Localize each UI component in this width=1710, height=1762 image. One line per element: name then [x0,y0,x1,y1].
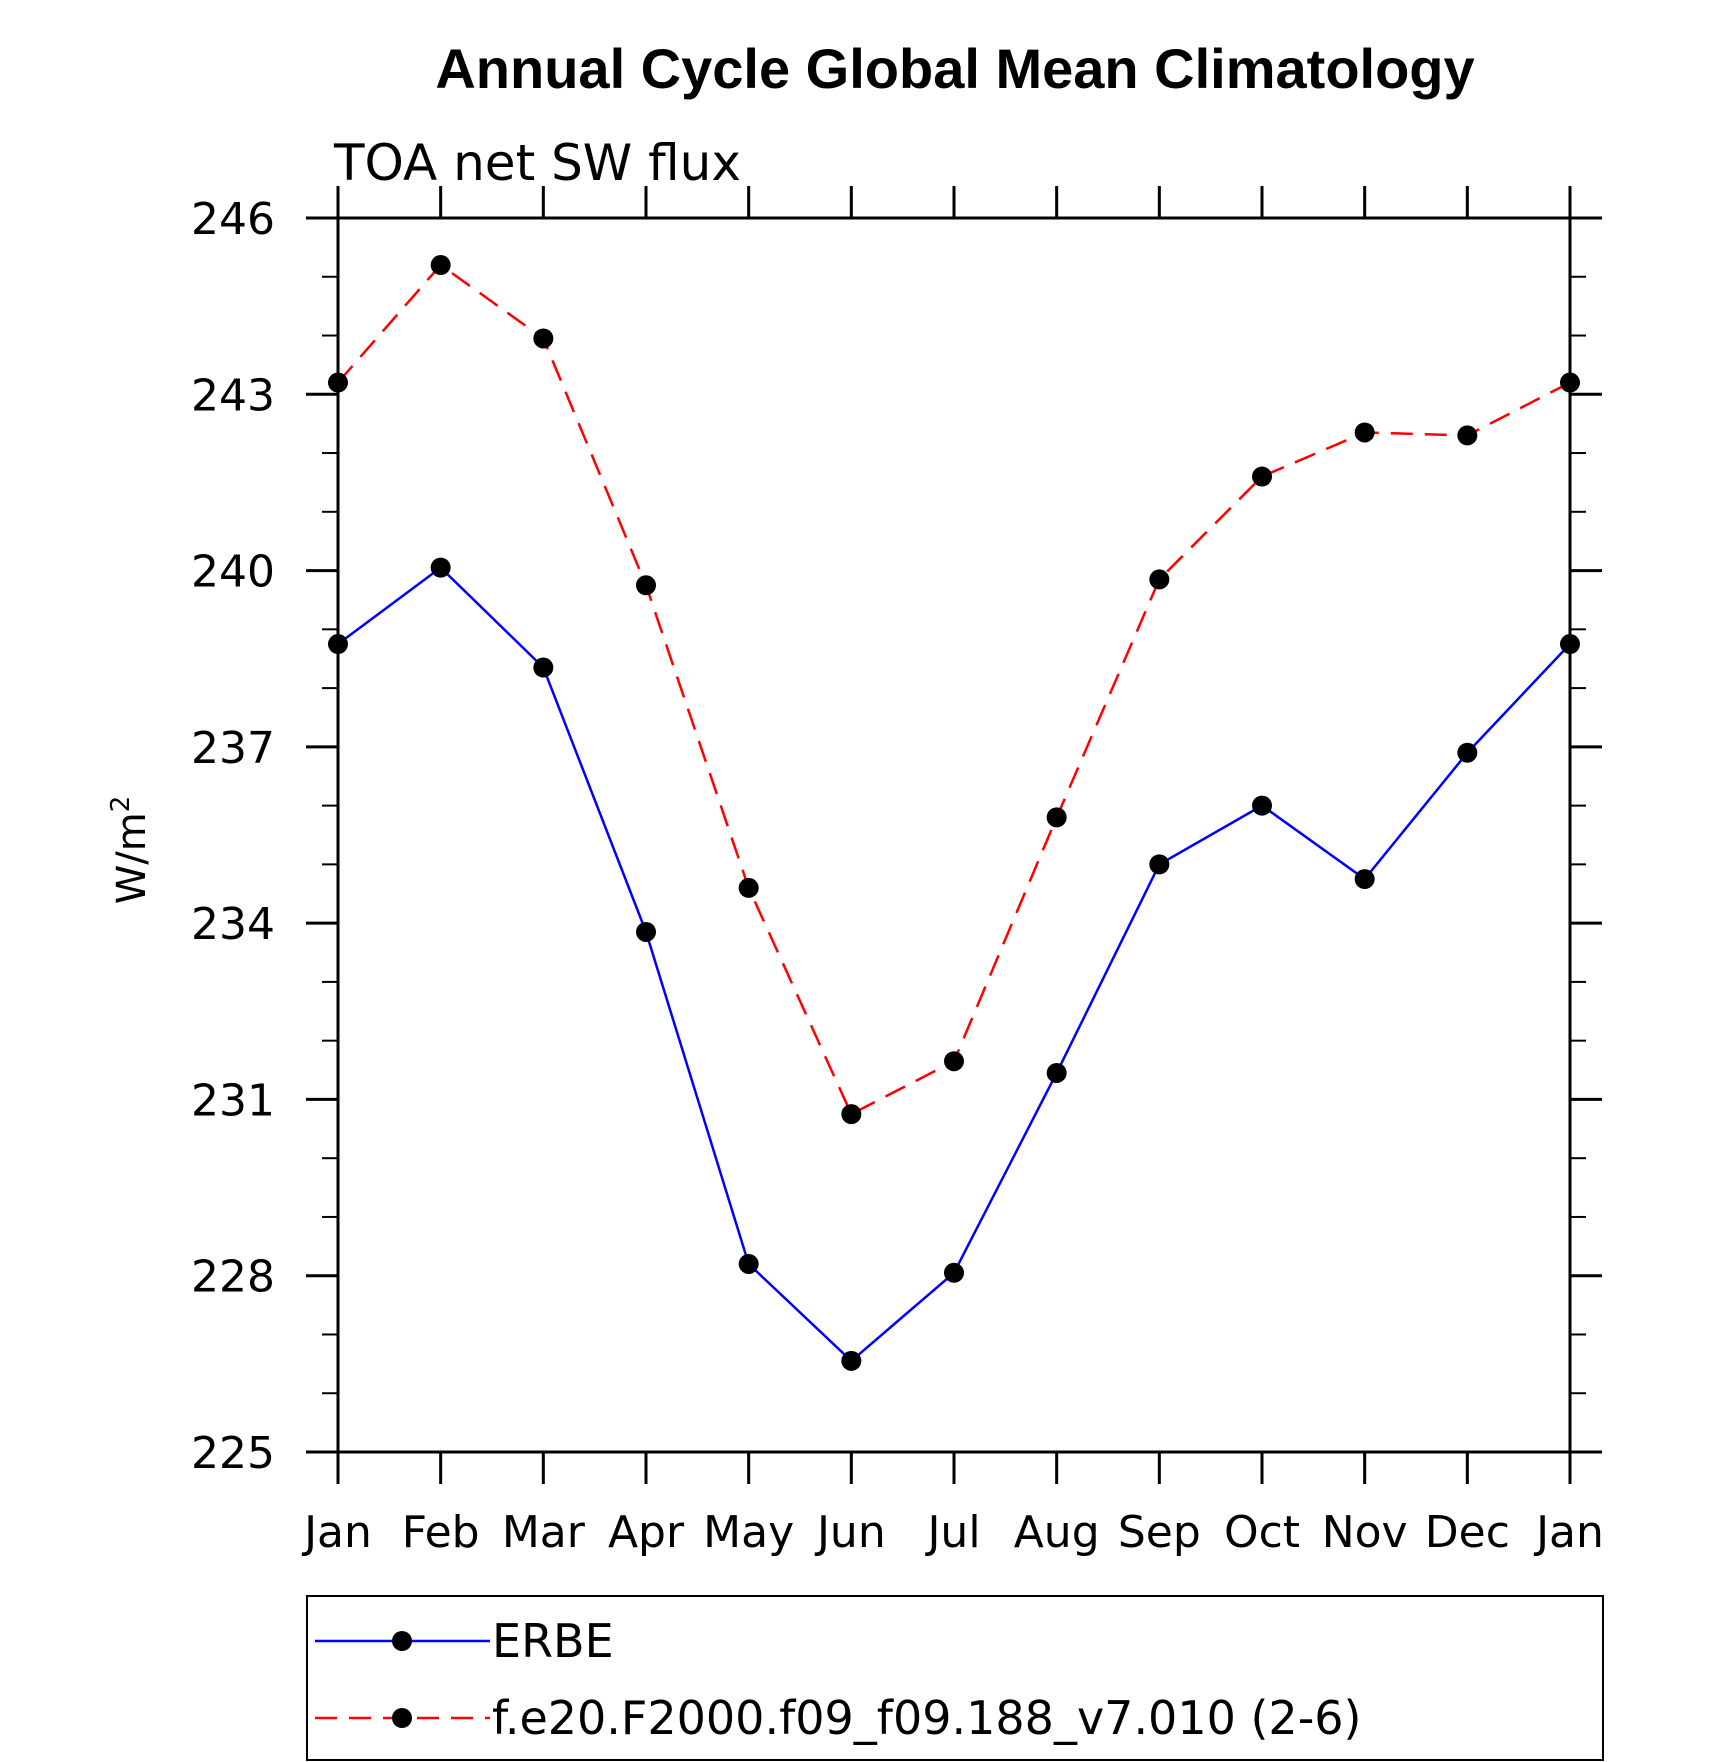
series-line [337,263,1571,1116]
axis-ticks [306,186,1602,1484]
data-point [328,634,348,655]
x-tick-label: Jun [814,1507,886,1558]
data-point [430,557,451,578]
data-point [1354,869,1375,890]
y-axis-label-superscript: 2 [106,796,136,813]
data-point [636,575,656,596]
data-point [1252,466,1272,487]
legend-swatch-marker [392,1631,412,1651]
data-point [1046,1062,1067,1083]
legend-entry-label: ERBE [492,1614,614,1668]
x-tick-label: Mar [502,1507,586,1558]
x-tick-label: May [703,1507,794,1558]
data-point [944,1262,964,1283]
x-tick-label: Jul [924,1507,980,1558]
data-point [738,877,759,898]
x-tick-label: Feb [402,1507,480,1558]
legend-box [306,1595,1604,1761]
x-tick-label: Nov [1322,1507,1408,1558]
svg-text:W/m2: W/m2 [106,796,155,905]
data-point [1560,634,1580,655]
y-tick-label: 225 [191,1428,275,1479]
x-tick-label: Dec [1425,1507,1510,1558]
x-tick-label: Sep [1118,1507,1201,1558]
legend-entry-label: f.e20.F2000.f09_f09.188_v7.010 (2-6) [492,1691,1362,1745]
legend: ERBE f.e20.F2000.f09_f09.188_v7.010 (2-6) [306,1595,1604,1761]
x-tick-labels: Jan Feb Mar Apr May Jun Jul Aug Sep Oct Nov Dec Jan [301,1507,1604,1558]
data-point [1149,854,1170,875]
y-tick-label: 246 [191,194,275,245]
y-tick-label: 237 [191,723,275,774]
x-tick-label: Apr [608,1507,685,1558]
data-point [1046,807,1067,828]
chart-subtitle: TOA net SW flux [333,134,741,192]
y-axis-label-text: W/m [109,812,155,904]
data-point [1252,795,1272,816]
series-line [337,565,1571,1363]
data-point [328,372,348,393]
x-tick-label: Jan [1533,1507,1604,1558]
legend-items: ERBE f.e20.F2000.f09_f09.188_v7.010 (2-6) [315,1614,1362,1745]
data-point [533,328,554,349]
y-tick-label: 234 [191,899,275,950]
data-point [636,921,656,942]
data-point [1149,569,1170,590]
data-point [1457,742,1478,763]
data-point [1354,422,1375,443]
y-tick-label: 240 [191,547,275,598]
data-point [1560,372,1580,393]
x-tick-label: Jan [301,1507,372,1558]
x-tick-label: Aug [1014,1507,1100,1558]
data-point [430,255,451,276]
legend-swatch-marker [392,1708,412,1728]
y-axis-label: W/m2 [106,796,155,905]
y-tick-label: 231 [191,1075,275,1126]
data-point [841,1350,862,1371]
y-tick-label: 228 [191,1252,275,1303]
data-point [944,1051,964,1072]
x-tick-label: Oct [1224,1507,1300,1558]
data-point [1457,425,1478,446]
y-tick-label: 243 [191,370,275,421]
data-point [533,657,554,678]
y-tick-labels: 225 228 231 234 237 240 243 246 [191,194,275,1479]
data-point [738,1253,759,1274]
series-layer [328,255,1580,1371]
chart-title: Annual Cycle Global Mean Climatology [435,37,1474,100]
data-point [841,1104,862,1125]
